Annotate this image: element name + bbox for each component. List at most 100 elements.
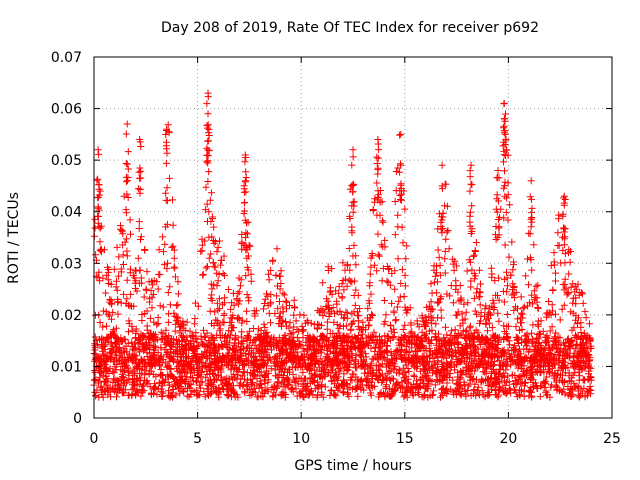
data-point xyxy=(211,366,219,374)
data-point xyxy=(515,386,523,394)
data-point xyxy=(528,353,536,361)
data-point xyxy=(123,295,131,303)
data-point xyxy=(265,309,273,317)
data-point xyxy=(517,319,524,327)
data-point xyxy=(435,298,443,306)
data-point xyxy=(469,359,477,367)
data-point xyxy=(299,359,307,367)
data-point xyxy=(320,333,328,341)
data-point xyxy=(118,375,126,383)
data-point xyxy=(582,340,590,348)
data-point xyxy=(417,343,425,351)
data-point xyxy=(451,326,459,334)
data-point xyxy=(471,248,479,255)
data-point xyxy=(287,330,295,338)
data-point xyxy=(174,301,182,309)
data-point xyxy=(571,334,579,342)
data-point xyxy=(159,303,167,311)
data-point xyxy=(494,338,502,346)
data-point xyxy=(391,231,399,239)
data-point xyxy=(202,374,210,382)
data-point xyxy=(264,332,272,340)
data-point xyxy=(241,207,248,215)
data-point xyxy=(504,282,511,290)
data-point xyxy=(376,252,383,260)
data-point xyxy=(203,158,211,166)
data-point xyxy=(373,179,381,187)
data-point xyxy=(358,362,366,370)
data-point xyxy=(113,243,121,251)
data-point xyxy=(179,386,187,394)
data-point xyxy=(575,354,583,362)
data-point xyxy=(277,338,285,346)
data-point xyxy=(521,379,529,387)
data-point xyxy=(348,350,356,358)
data-point xyxy=(431,351,439,358)
data-point xyxy=(465,340,473,348)
data-point xyxy=(194,374,202,382)
data-point xyxy=(270,389,278,397)
data-point xyxy=(419,359,427,367)
data-point xyxy=(124,369,132,377)
data-point xyxy=(518,326,526,333)
data-point xyxy=(247,270,255,278)
data-point xyxy=(132,277,140,285)
data-point xyxy=(94,219,102,227)
data-point xyxy=(307,319,315,327)
data-point xyxy=(217,256,225,264)
data-point xyxy=(202,264,210,272)
data-point xyxy=(92,392,100,400)
data-point xyxy=(107,393,115,401)
data-point xyxy=(267,291,275,299)
data-point xyxy=(313,337,321,344)
data-point xyxy=(143,377,151,385)
data-point xyxy=(503,358,511,366)
data-point xyxy=(222,361,230,369)
data-point xyxy=(239,337,247,345)
data-point xyxy=(346,353,353,361)
data-point xyxy=(421,384,429,392)
data-point xyxy=(388,299,396,307)
data-point xyxy=(324,267,332,274)
data-point xyxy=(478,387,486,395)
data-point xyxy=(379,339,386,347)
data-point xyxy=(155,246,163,254)
data-point xyxy=(298,390,306,398)
data-point xyxy=(423,374,431,382)
data-point xyxy=(275,314,283,322)
data-point xyxy=(306,390,313,397)
data-point xyxy=(531,379,539,387)
data-point xyxy=(492,391,500,399)
data-point xyxy=(92,251,100,259)
data-point xyxy=(183,361,191,369)
data-point xyxy=(123,120,131,128)
data-point xyxy=(213,355,221,363)
data-point xyxy=(426,353,434,361)
data-point xyxy=(569,309,577,317)
data-point xyxy=(174,278,182,286)
data-point xyxy=(403,242,411,250)
data-point xyxy=(543,352,551,360)
data-point xyxy=(345,245,353,252)
data-point xyxy=(293,334,301,342)
data-point xyxy=(528,204,536,212)
data-point xyxy=(124,148,132,156)
data-point xyxy=(441,255,449,263)
data-point xyxy=(389,389,396,397)
data-point xyxy=(470,342,478,350)
data-point xyxy=(460,300,468,308)
data-point xyxy=(215,295,223,303)
data-point xyxy=(398,223,406,231)
data-point xyxy=(134,254,142,262)
data-point xyxy=(567,384,575,392)
data-point xyxy=(183,345,190,353)
data-point xyxy=(428,289,436,297)
data-point xyxy=(168,383,176,391)
data-point xyxy=(527,215,535,223)
data-point xyxy=(305,338,313,346)
data-point xyxy=(569,352,577,360)
data-point xyxy=(241,350,249,357)
y-axis-label: ROTI / TECUs xyxy=(6,192,22,284)
data-point xyxy=(338,345,346,353)
data-point xyxy=(99,323,107,331)
